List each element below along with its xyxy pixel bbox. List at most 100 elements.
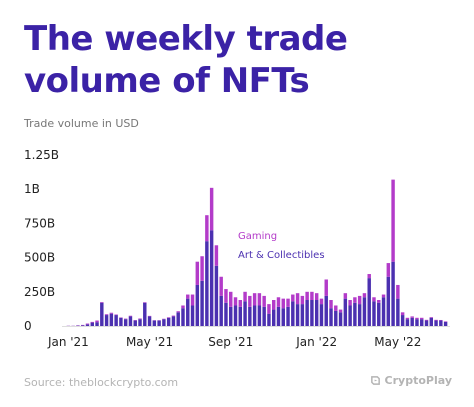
bar-art-collectibles <box>396 298 400 326</box>
bar-art-collectibles <box>252 305 257 326</box>
bar-gaming <box>300 295 305 305</box>
bar-art-collectibles <box>95 322 99 326</box>
bar-gaming <box>314 293 319 301</box>
bar-art-collectibles <box>429 317 434 326</box>
bar-art-collectibles <box>205 241 209 326</box>
bar-art-collectibles <box>391 261 395 326</box>
bar-gaming <box>181 305 185 309</box>
bar-art-collectibles <box>319 304 324 326</box>
bar-art-collectibles <box>214 265 219 326</box>
bar-art-collectibles <box>424 320 429 326</box>
bar-art-collectibles <box>104 315 109 326</box>
bar-art-collectibles <box>300 304 305 326</box>
bar-series <box>66 179 448 326</box>
bar-art-collectibles <box>348 305 352 326</box>
bar-gaming <box>229 291 233 307</box>
bar-art-collectibles <box>229 306 233 326</box>
bar-art-collectibles <box>281 308 285 326</box>
bar-gaming <box>171 315 176 317</box>
bar-art-collectibles <box>377 302 381 326</box>
bar-art-collectibles <box>334 310 338 326</box>
bar-art-collectibles <box>176 312 180 326</box>
bar-gaming <box>429 317 434 318</box>
bar-art-collectibles <box>138 319 142 326</box>
page-title: The weekly trade volume of NFTs <box>24 19 348 101</box>
bar-art-collectibles <box>109 313 114 326</box>
bar-gaming <box>377 300 381 303</box>
bar-gaming <box>367 274 371 279</box>
brand-logo: CryptoPlay <box>370 374 452 387</box>
bar-gaming <box>319 298 324 305</box>
bar-art-collectibles <box>128 316 133 326</box>
legend: Gaming Art & Collectibles <box>238 231 325 261</box>
bar-art-collectibles <box>439 320 443 326</box>
bar-gaming <box>348 300 352 306</box>
bar-gaming <box>233 297 238 306</box>
y-axis-ticks: 0 250B 500B 750B 1B 1.25B <box>24 148 59 333</box>
bar-art-collectibles <box>123 319 128 326</box>
bar-gaming <box>200 256 204 281</box>
bar-gaming <box>281 298 285 309</box>
bar-gaming <box>424 319 429 321</box>
bar-gaming <box>381 294 386 298</box>
y-tick-label: 500B <box>24 251 55 265</box>
bar-art-collectibles <box>243 301 247 326</box>
bar-gaming <box>262 295 266 307</box>
x-tick-label: May '22 <box>374 335 421 349</box>
bar-art-collectibles <box>434 320 438 326</box>
bar-art-collectibles <box>381 297 386 326</box>
legend-gaming: Gaming <box>238 231 277 242</box>
bar-art-collectibles <box>286 306 290 326</box>
bar-gaming <box>271 300 276 310</box>
bar-art-collectibles <box>362 297 367 326</box>
bar-art-collectibles <box>372 301 376 326</box>
bar-art-collectibles <box>353 302 357 326</box>
bar-gaming <box>104 314 109 316</box>
bar-gaming <box>286 298 290 307</box>
bar-gaming <box>372 297 376 302</box>
bar-art-collectibles <box>420 319 424 326</box>
bar-art-collectibles <box>357 304 362 326</box>
bar-gaming <box>443 321 448 322</box>
source-note: Source: theblockcrypto.com <box>24 376 179 389</box>
bar-gaming <box>391 179 395 262</box>
bar-art-collectibles <box>133 320 137 326</box>
bar-gaming <box>267 304 271 314</box>
bar-gaming <box>310 291 314 301</box>
bar-art-collectibles <box>415 319 419 326</box>
x-tick-label: Jan '21 <box>47 335 89 349</box>
bar-art-collectibles <box>119 317 123 326</box>
bar-gaming <box>386 263 391 277</box>
bar-gaming <box>305 291 309 301</box>
y-tick-label: 750B <box>24 216 55 230</box>
bar-gaming <box>114 314 118 316</box>
bar-art-collectibles <box>291 301 295 326</box>
bar-art-collectibles <box>233 305 238 326</box>
brand-name: CryptoPlay <box>384 374 452 387</box>
bar-art-collectibles <box>257 305 262 326</box>
bar-art-collectibles <box>80 325 85 326</box>
bar-gaming <box>143 302 147 303</box>
bar-gaming <box>238 300 243 307</box>
bar-gaming <box>420 317 424 320</box>
y-tick-label: 0 <box>24 319 32 333</box>
bar-art-collectibles <box>386 276 391 326</box>
bar-art-collectibles <box>190 305 195 326</box>
bar-art-collectibles <box>100 302 104 326</box>
bar-gaming <box>362 293 367 298</box>
bar-art-collectibles <box>152 320 157 326</box>
bar-art-collectibles <box>262 306 266 326</box>
bar-art-collectibles <box>248 306 252 326</box>
bar-gaming <box>396 284 400 299</box>
bar-gaming <box>334 305 338 311</box>
bar-art-collectibles <box>276 306 281 326</box>
bar-gaming <box>209 187 214 231</box>
bar-gaming <box>219 276 223 296</box>
bar-gaming <box>176 311 180 313</box>
bar-art-collectibles <box>324 295 328 326</box>
bar-gaming <box>295 293 300 305</box>
bar-gaming <box>214 245 219 266</box>
bar-art-collectibles <box>195 284 200 326</box>
bar-art-collectibles <box>295 304 300 326</box>
